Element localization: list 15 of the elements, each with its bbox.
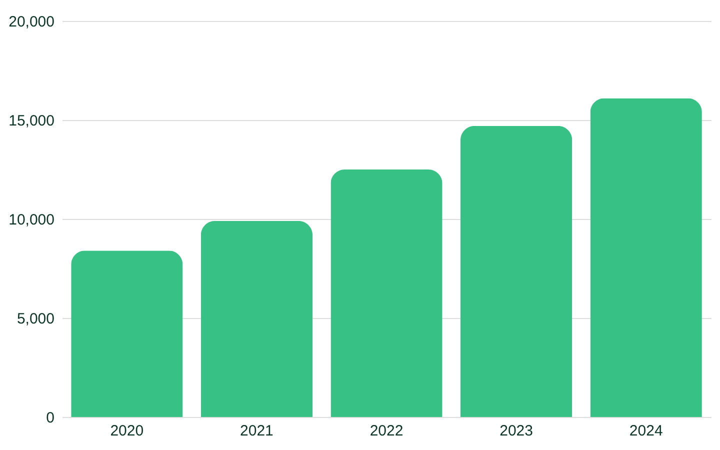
y-tick-label: 20,000 [8,14,54,30]
bar [200,220,313,417]
x-tick-label: 2023 [500,422,533,440]
x-tick-label: 2020 [110,422,144,440]
x-tick-label: 2024 [629,422,663,440]
bar [590,98,702,417]
y-tick-label: 5,000 [16,310,54,328]
y-tick-label: 10,000 [8,212,54,228]
x-tick-label: 2022 [370,422,404,440]
bar [460,126,572,417]
y-tick-label: 0 [46,410,54,426]
bar [330,170,442,417]
x-tick-label: 2021 [240,422,274,440]
bar [71,250,183,417]
y-tick-label: 15,000 [8,112,54,130]
